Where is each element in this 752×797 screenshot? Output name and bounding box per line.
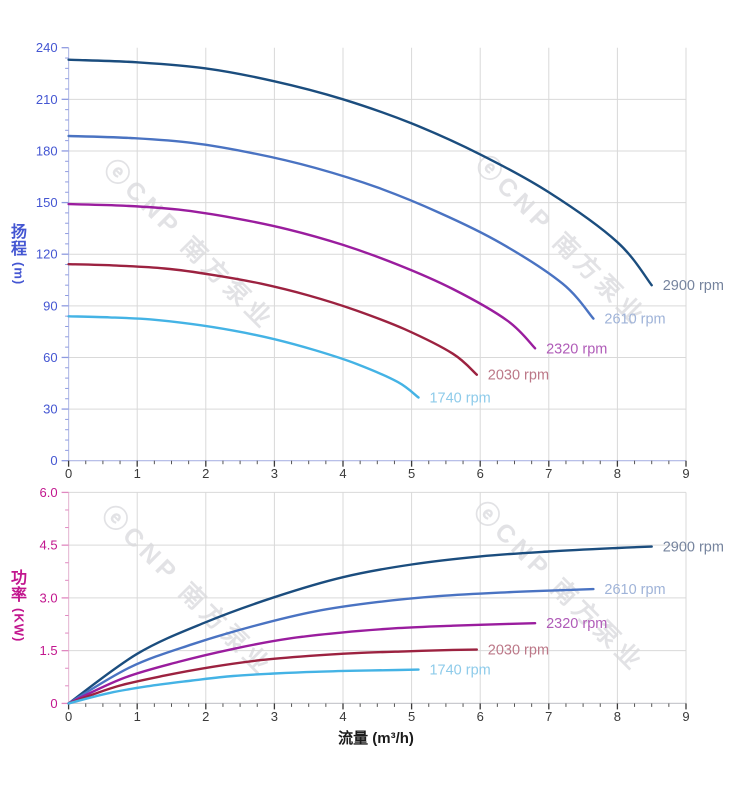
power-axis-title-char: 功 (10, 570, 27, 587)
x-tick-label: 0 (65, 466, 72, 481)
y-tick-label: 180 (36, 143, 58, 158)
x-tick-label: 0 (65, 709, 72, 724)
head-axis-title-char: 程 (10, 241, 27, 258)
x-tick-label: 7 (545, 709, 552, 724)
x-tick-label: 6 (477, 709, 484, 724)
head-axis-title-char: 扬 (10, 224, 27, 241)
x-tick-label: 5 (408, 709, 415, 724)
y-tick-label: 3.0 (40, 590, 58, 605)
series-label-power-2610-rpm: 2610 rpm (604, 582, 665, 598)
curve-head-1740-rpm (67, 315, 420, 399)
curve-power-2900-rpm (67, 545, 653, 705)
x-tick-label: 7 (545, 466, 552, 481)
power-axis-title: 功 率 (KW) (6, 570, 32, 642)
series-label-power-2030-rpm: 2030 rpm (488, 643, 549, 659)
x-tick-label: 4 (339, 709, 346, 724)
y-tick-label: 120 (36, 247, 58, 262)
head-axis-unit: (m) (11, 262, 27, 286)
x-tick-label: 4 (339, 466, 346, 481)
x-tick-label: 6 (477, 466, 484, 481)
y-tick-label: 210 (36, 92, 58, 107)
curve-power-2610-rpm (67, 587, 595, 705)
x-tick-label: 8 (614, 466, 621, 481)
x-tick-label: 1 (134, 466, 141, 481)
x-tick-label: 5 (408, 466, 415, 481)
chart-power: 0 1.5 3.0 4.5 6.0 0 1 2 3 4 5 6 7 8 9 2900 rpm 2610 rpm 2… (40, 485, 724, 724)
x-tick-label: 8 (614, 709, 621, 724)
power-axis-unit: (KW) (11, 608, 27, 643)
flow-axis-title: 流量 (m³/h) (338, 730, 414, 747)
curve-head-2320-rpm (67, 202, 537, 350)
y-tick-label: 60 (43, 350, 57, 365)
y-tick-label: 240 (36, 40, 58, 55)
chart-head: 0 30 60 90 120 150 180 210 240 0 1 2 3 4 5 6 7 8 9 2900 rpm… (36, 40, 724, 481)
x-tick-label: 9 (682, 466, 689, 481)
x-tick-label: 2 (202, 709, 209, 724)
x-tick-label: 2 (202, 466, 209, 481)
power-axis-title-char: 率 (10, 587, 27, 604)
y-tick-label: 90 (43, 298, 57, 313)
curve-power-1740-rpm (67, 668, 420, 705)
series-label-power-2320-rpm: 2320 rpm (546, 616, 607, 632)
y-tick-label: 0 (50, 453, 57, 468)
series-label-head-2030-rpm: 2030 rpm (488, 368, 549, 384)
x-tick-label: 1 (134, 709, 141, 724)
y-tick-label: 150 (36, 195, 58, 210)
series-label-power-1740-rpm: 1740 rpm (429, 663, 490, 679)
series-label-head-2900-rpm: 2900 rpm (663, 278, 724, 294)
x-tick-label: 3 (271, 709, 278, 724)
x-tick-label: 9 (682, 709, 689, 724)
y-tick-label: 4.5 (40, 538, 58, 553)
curve-head-2900-rpm (67, 58, 653, 287)
curve-power-2030-rpm (67, 648, 478, 705)
series-label-head-1740-rpm: 1740 rpm (429, 391, 490, 407)
series-label-head-2610-rpm: 2610 rpm (604, 312, 665, 328)
y-tick-label: 6.0 (40, 485, 58, 500)
curve-head-2610-rpm (67, 134, 595, 320)
y-tick-label: 1.5 (40, 643, 58, 658)
series-label-head-2320-rpm: 2320 rpm (546, 341, 607, 357)
x-tick-label: 3 (271, 466, 278, 481)
head-axis-title: 扬 程 (m) (6, 224, 32, 285)
curve-head-2030-rpm (67, 263, 478, 376)
series-label-power-2900-rpm: 2900 rpm (663, 540, 724, 556)
y-tick-label: 0 (50, 696, 57, 711)
curve-power-2320-rpm (67, 622, 537, 705)
y-tick-label: 30 (43, 402, 57, 417)
